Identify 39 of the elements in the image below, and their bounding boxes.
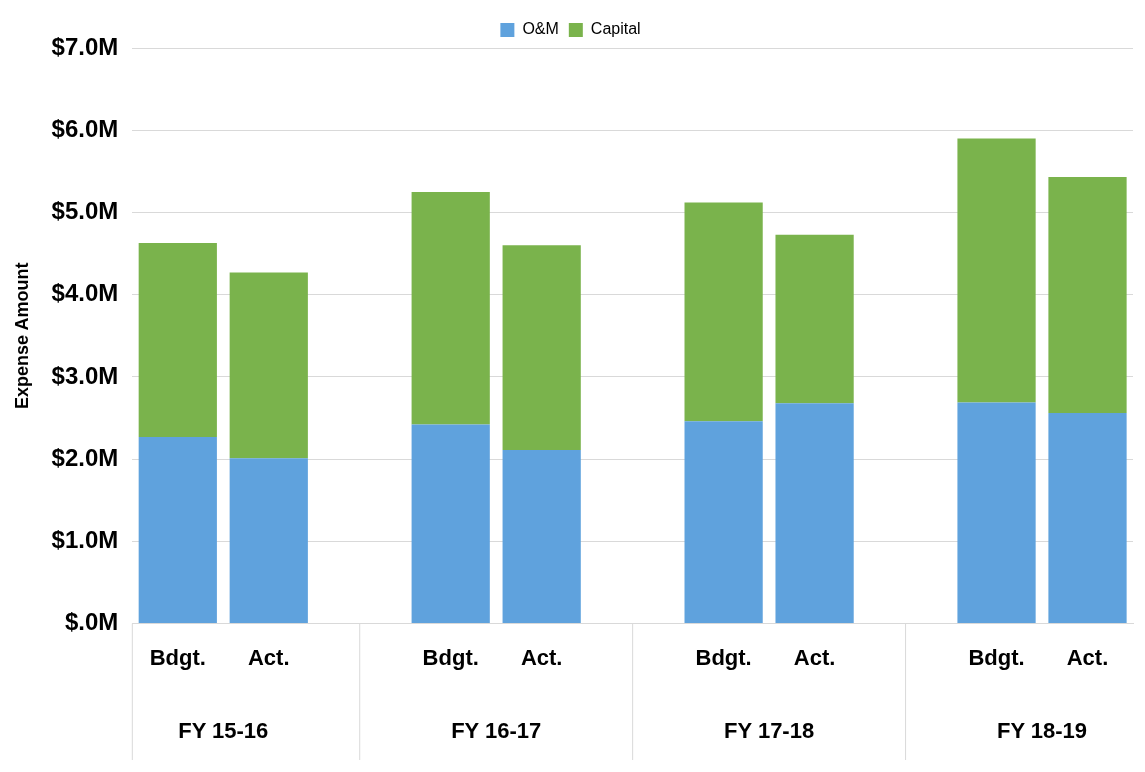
text: FY 18-19 bbox=[996, 718, 1088, 744]
bar bbox=[684, 421, 763, 624]
bar bbox=[957, 138, 1036, 403]
x-tick-label: Bdgt. bbox=[422, 644, 479, 670]
y-tick-label: $1.0M bbox=[51, 526, 119, 553]
bar bbox=[684, 202, 763, 422]
bar bbox=[411, 191, 490, 425]
bar bbox=[775, 234, 854, 404]
bar bbox=[502, 245, 581, 451]
bar bbox=[1048, 413, 1127, 624]
text: FY 16-17 bbox=[451, 718, 542, 744]
bar bbox=[1048, 177, 1127, 414]
y-tick-label: $7.0M bbox=[51, 32, 119, 60]
bar bbox=[229, 272, 308, 459]
x-tick-label: Act. bbox=[793, 644, 836, 670]
bar bbox=[411, 424, 490, 624]
y-tick-label: $.0M bbox=[64, 608, 119, 636]
x-tick-label: Act. bbox=[1066, 644, 1109, 670]
bar bbox=[138, 436, 217, 624]
y-axis-title: Expense Amount bbox=[11, 262, 32, 409]
y-tick-label: $6.0M bbox=[51, 114, 119, 142]
y-tick-label: $4.0M bbox=[51, 279, 119, 307]
x-tick-label: Bdgt. bbox=[968, 644, 1025, 670]
bar bbox=[138, 242, 217, 437]
x-tick-label: Act. bbox=[520, 644, 563, 670]
bar bbox=[775, 403, 854, 624]
bar bbox=[229, 458, 308, 624]
legend-label: Capital bbox=[590, 20, 641, 38]
legend-label: O&M bbox=[522, 20, 559, 38]
x-tick-label: Act. bbox=[247, 644, 290, 670]
y-tick-label: $2.0M bbox=[51, 443, 119, 471]
y-tick-label: $5.0M bbox=[51, 197, 119, 225]
x-tick-label: Bdgt. bbox=[695, 644, 752, 670]
bar bbox=[502, 450, 581, 624]
x-tick-label: Bdgt. bbox=[149, 644, 206, 670]
bar bbox=[957, 402, 1036, 624]
text: FY 15-16 bbox=[178, 718, 269, 744]
y-tick-label: $3.0M bbox=[51, 361, 119, 389]
text: FY 17-18 bbox=[724, 718, 815, 744]
